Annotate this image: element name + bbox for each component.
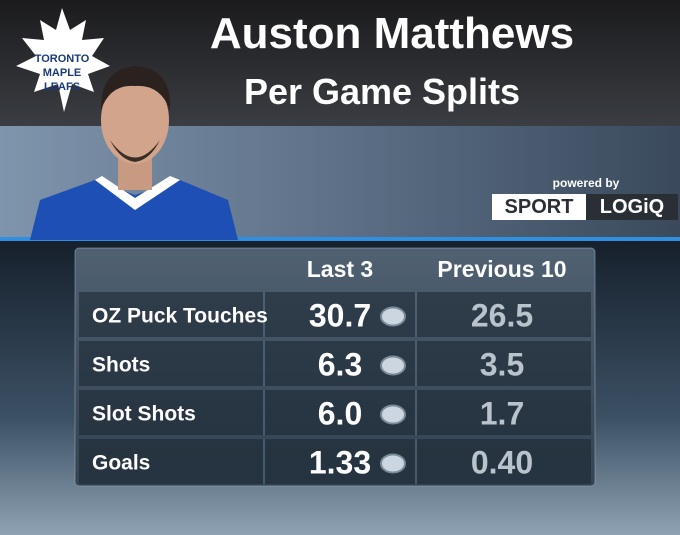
puck-icon	[380, 404, 406, 425]
logo-text: MAPLE	[43, 67, 82, 79]
prev10-value: 3.5	[480, 347, 524, 383]
prev10-value: 0.40	[471, 445, 533, 481]
title: Auston Matthews	[210, 9, 574, 58]
divider	[0, 237, 680, 241]
last3-value: 6.0	[318, 396, 362, 432]
row-label: OZ Puck Touches	[92, 305, 268, 328]
row-label: Slot Shots	[92, 403, 196, 426]
sponsor-caption: powered by	[553, 176, 620, 190]
row-bg	[79, 390, 591, 435]
brand-left: SPORT	[505, 196, 574, 218]
logo: TORONTO MAPLE LEAFS	[16, 8, 110, 112]
table: Last 3 Previous 10 OZ Puck Touches 30.7 26.5…	[79, 256, 591, 484]
row-bg	[79, 341, 591, 386]
row-label: Shots	[92, 354, 150, 377]
last3-value: 1.33	[309, 445, 371, 481]
row-label: Goals	[92, 452, 150, 475]
prev10-value: 26.5	[471, 298, 533, 334]
puck-icon	[380, 306, 406, 327]
puck-icon	[380, 355, 406, 376]
row-bg	[79, 292, 591, 337]
logo-text: LEAFS	[44, 81, 80, 93]
last3-value: 30.7	[309, 298, 371, 334]
subtitle: Per Game Splits	[244, 71, 520, 112]
column-header: Last 3	[307, 256, 373, 282]
column-header: Previous 10	[437, 256, 566, 282]
brand-right: LOGiQ	[600, 196, 664, 218]
last3-value: 6.3	[318, 347, 362, 383]
row-bg	[79, 439, 591, 484]
brand-right-box	[586, 194, 678, 220]
prev10-value: 1.7	[480, 396, 524, 432]
logo-text: TORONTO	[35, 53, 90, 65]
player-photo	[30, 66, 238, 240]
brand-left-box	[492, 194, 586, 220]
puck-icon	[380, 453, 406, 474]
